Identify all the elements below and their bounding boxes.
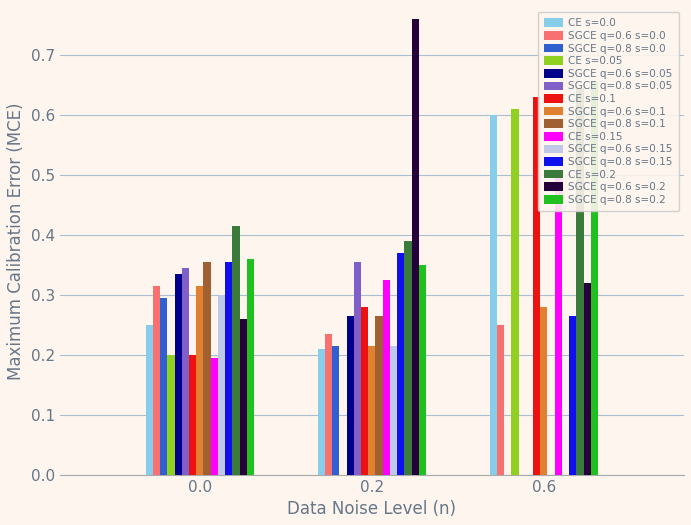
Bar	[175, 274, 182, 475]
Bar	[325, 334, 332, 475]
Bar	[332, 346, 339, 475]
Bar	[211, 358, 218, 475]
Bar	[368, 346, 375, 475]
Legend: CE s=0.0, SGCE q=0.6 s=0.0, SGCE q=0.8 s=0.0, CE s=0.05, SGCE q=0.6 s=0.05, SGCE: CE s=0.0, SGCE q=0.6 s=0.0, SGCE q=0.8 s…	[538, 12, 679, 211]
Bar	[533, 97, 540, 475]
Bar	[153, 286, 160, 475]
Bar	[232, 226, 240, 475]
Bar	[354, 262, 361, 475]
Bar	[404, 241, 412, 475]
Bar	[203, 262, 211, 475]
Bar	[196, 286, 203, 475]
Bar	[182, 268, 189, 475]
Bar	[540, 307, 547, 475]
X-axis label: Data Noise Level (n): Data Noise Level (n)	[287, 500, 456, 518]
Bar	[218, 295, 225, 475]
Bar	[247, 259, 254, 475]
Bar	[189, 355, 196, 475]
Bar	[390, 346, 397, 475]
Bar	[160, 298, 167, 475]
Bar	[490, 115, 497, 475]
Bar	[383, 280, 390, 475]
Bar	[146, 325, 153, 475]
Bar	[318, 349, 325, 475]
Bar	[397, 253, 404, 475]
Bar	[584, 283, 591, 475]
Y-axis label: Maximum Calibration Error (MCE): Maximum Calibration Error (MCE)	[7, 102, 25, 380]
Bar	[361, 307, 368, 475]
Bar	[347, 316, 354, 475]
Bar	[225, 262, 232, 475]
Bar	[511, 109, 518, 475]
Bar	[375, 316, 383, 475]
Bar	[167, 355, 175, 475]
Bar	[419, 265, 426, 475]
Bar	[412, 19, 419, 475]
Bar	[569, 316, 576, 475]
Bar	[497, 325, 504, 475]
Bar	[555, 175, 562, 475]
Bar	[240, 319, 247, 475]
Bar	[591, 82, 598, 475]
Bar	[576, 88, 584, 475]
